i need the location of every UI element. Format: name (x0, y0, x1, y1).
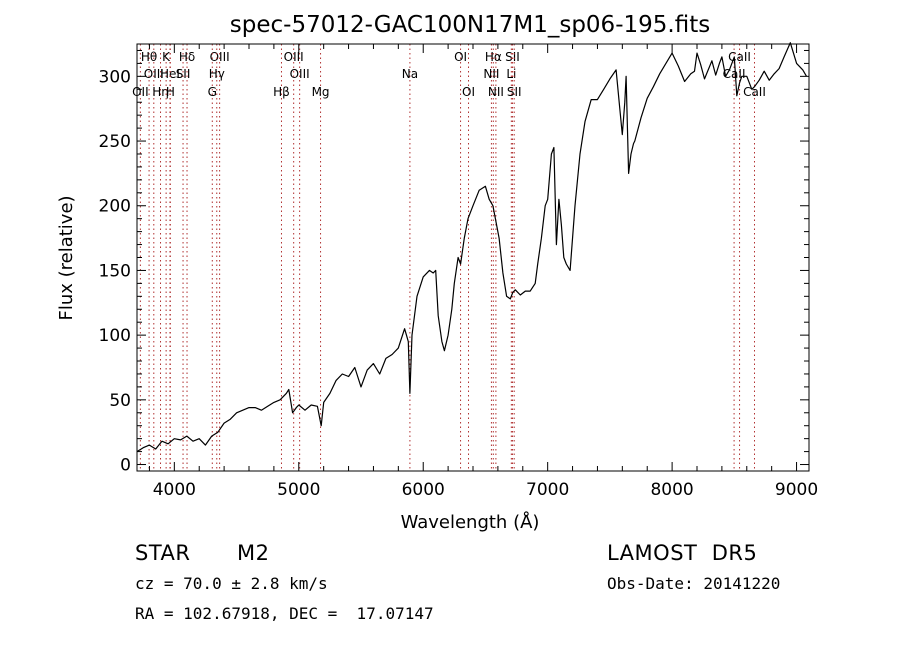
line-marker-label-23: Li (506, 67, 516, 81)
line-marker-label-12: OIII (284, 50, 304, 64)
chart-title: spec-57012-GAC100N17M1_sp06-195.fits (230, 12, 710, 38)
line-marker-label-5: HeI (160, 67, 180, 81)
y-tick-label: 0 (120, 456, 131, 476)
line-marker-label-10: Hγ (209, 67, 225, 81)
x-axis-ticks: 4000 5000 6000 7000 8000 9000 (148, 44, 818, 500)
spectrum-line (136, 42, 808, 453)
line-marker-label-25: CaII (728, 50, 751, 64)
line-marker-label-13: OIII (290, 67, 310, 81)
x-tick-label: 7000 (526, 480, 569, 500)
line-marker-label-2: OIII (144, 67, 164, 81)
line-marker-label-15: Mg (312, 85, 330, 99)
line-marker-label-8: SII (176, 67, 191, 81)
line-marker-label-9: OIII (210, 50, 230, 64)
x-tick-label: 5000 (277, 480, 320, 500)
y-tick-label: 300 (99, 67, 131, 87)
line-marker-label-14: Hβ (273, 85, 290, 99)
x-tick-label: 6000 (402, 480, 445, 500)
line-marker-label-17: OI (454, 50, 467, 64)
observation-date: Obs-Date: 20141220 (607, 574, 781, 593)
line-marker-label-27: CaII (743, 85, 766, 99)
x-tick-label: 9000 (775, 480, 818, 500)
line-marker-label-24: SII (507, 85, 522, 99)
line-marker-label-1: Hθ (141, 50, 157, 64)
line-marker-label-16: Na (402, 67, 418, 81)
x-axis-label: Wavelength (Å) (401, 511, 540, 533)
spectral-subclass: M2 (237, 541, 270, 565)
line-marker-label-20: NII (483, 67, 499, 81)
survey-name: LAMOST DR5 (607, 541, 758, 565)
object-type: STAR (135, 541, 191, 565)
redshift-velocity: cz = 70.0 ± 2.8 km/s (135, 574, 328, 593)
y-tick-label: 150 (99, 261, 131, 281)
line-marker-label-19: Hα (485, 50, 502, 64)
spectrum-series (136, 42, 808, 453)
y-tick-label: 100 (99, 326, 131, 346)
y-tick-label: 250 (99, 132, 131, 152)
line-marker-label-18: OI (462, 85, 475, 99)
line-marker-label-22: SII (505, 50, 520, 64)
y-tick-label: 200 (99, 197, 131, 217)
line-marker-label-26: CaII (723, 67, 746, 81)
line-marker-label-0: OII (132, 85, 149, 99)
sky-coordinates: RA = 102.67918, DEC = 17.07147 (135, 604, 434, 623)
y-axis-label: Flux (relative) (56, 195, 77, 320)
line-marker-label-21: NII (488, 85, 504, 99)
x-tick-label: 8000 (650, 480, 693, 500)
y-tick-label: 50 (109, 391, 131, 411)
line-marker-label-4: K (162, 50, 171, 64)
line-marker-label-3: Hη (152, 85, 169, 99)
line-marker-label-6: H (166, 85, 175, 99)
line-marker-label-11: G (208, 85, 217, 99)
y-axis-ticks: 0 50 100 150 200 250 300 (99, 49, 809, 476)
line-marker-label-7: Hδ (179, 50, 195, 64)
plot-frame (136, 43, 810, 472)
x-tick-label: 4000 (153, 480, 196, 500)
